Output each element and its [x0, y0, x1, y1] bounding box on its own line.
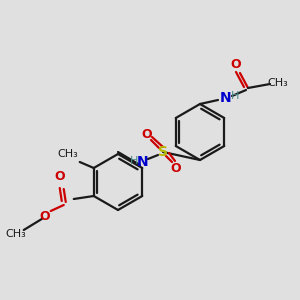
Text: CH₃: CH₃: [5, 229, 26, 239]
Text: O: O: [171, 163, 181, 176]
Text: O: O: [54, 170, 65, 184]
Text: O: O: [142, 128, 152, 140]
Text: O: O: [39, 211, 50, 224]
Text: CH₃: CH₃: [268, 78, 288, 88]
Text: N: N: [220, 91, 232, 105]
Text: H: H: [130, 156, 138, 166]
Text: S: S: [158, 145, 168, 159]
Text: CH₃: CH₃: [57, 149, 78, 159]
Text: H: H: [231, 91, 239, 101]
Text: O: O: [231, 58, 241, 70]
Text: N: N: [137, 155, 149, 169]
